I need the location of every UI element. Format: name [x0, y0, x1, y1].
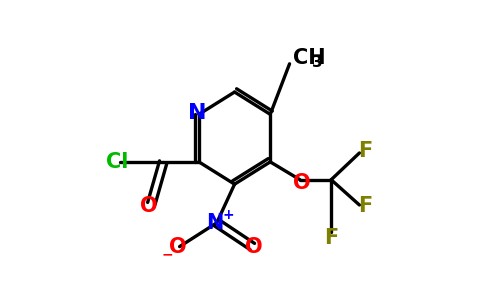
Text: Cl: Cl	[106, 152, 128, 172]
Text: F: F	[358, 142, 372, 161]
Text: 3: 3	[312, 55, 322, 70]
Text: −: −	[162, 247, 173, 261]
Text: O: O	[139, 196, 157, 217]
Text: F: F	[324, 228, 338, 248]
Text: F: F	[358, 196, 372, 217]
Text: O: O	[169, 237, 187, 256]
Text: N: N	[207, 213, 224, 233]
Text: O: O	[245, 237, 263, 256]
Text: O: O	[293, 173, 310, 193]
Text: +: +	[223, 208, 234, 222]
Text: N: N	[188, 103, 207, 123]
Text: CH: CH	[292, 48, 325, 68]
